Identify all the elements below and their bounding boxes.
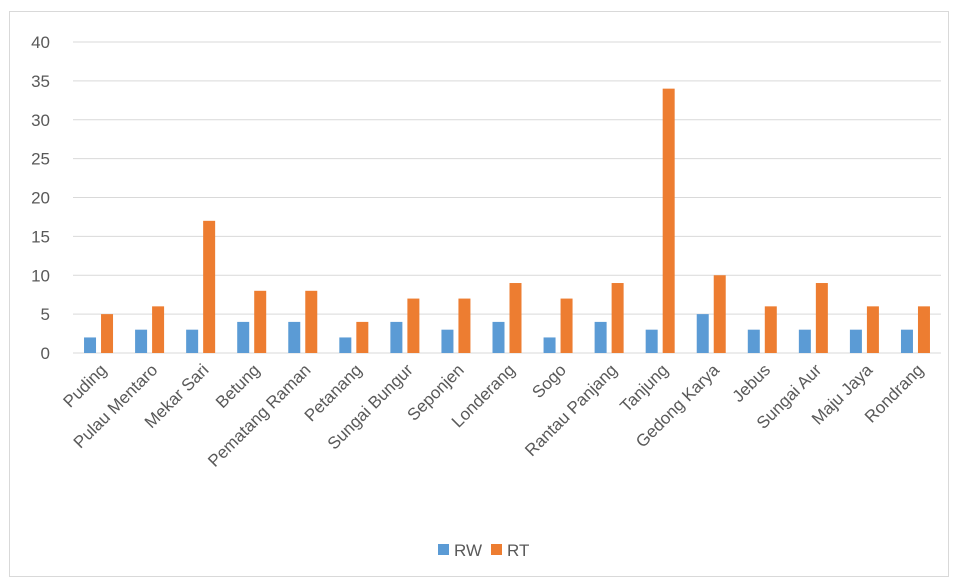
bar-rw-16	[900, 329, 913, 353]
bar-rw-13	[747, 329, 760, 353]
legend-label-rt: RT	[507, 541, 529, 560]
legend-swatch-rw	[438, 544, 449, 555]
bar-rt-16	[917, 306, 930, 353]
y-tick-label: 25	[31, 150, 50, 169]
y-tick-label: 0	[41, 344, 50, 363]
x-category-label: Rantau Panjang	[521, 360, 621, 460]
bar-rt-14	[815, 283, 828, 353]
bar-rw-0	[84, 337, 97, 353]
x-category-label: Sogo	[528, 360, 570, 402]
legend-swatch-rt	[491, 544, 502, 555]
bar-rw-6	[390, 321, 403, 353]
gridlines	[73, 41, 941, 354]
x-category-label: Puding	[59, 360, 110, 411]
bar-rt-15	[866, 306, 879, 353]
bar-rt-5	[356, 321, 369, 353]
bar-rw-9	[543, 337, 556, 353]
y-tick-label: 10	[31, 266, 50, 285]
bar-rw-10	[594, 321, 607, 353]
legend-label-rw: RW	[454, 541, 482, 560]
bar-rt-4	[305, 290, 318, 353]
bar-rw-7	[441, 329, 454, 353]
y-tick-label: 35	[31, 72, 50, 91]
bar-rw-4	[288, 321, 301, 353]
bar-rt-10	[611, 283, 624, 353]
bar-rw-1	[135, 329, 148, 353]
bar-rt-3	[254, 290, 267, 353]
y-tick-label: 20	[31, 189, 50, 208]
bar-rt-7	[458, 298, 471, 353]
bar-rw-2	[186, 329, 199, 353]
bar-rw-5	[339, 337, 352, 353]
bar-rt-1	[152, 306, 165, 353]
y-tick-label: 15	[31, 227, 50, 246]
bar-rt-11	[662, 88, 675, 354]
bar-rw-8	[492, 321, 505, 353]
bar-rw-15	[849, 329, 862, 353]
bar-rw-12	[696, 314, 709, 353]
y-axis-tick-labels: 0 5 10 15 20 25 30 35 40	[31, 33, 50, 363]
y-tick-label: 30	[31, 111, 50, 130]
legend: RW RT	[438, 541, 529, 560]
x-category-label: Betung	[212, 360, 264, 412]
chart-area	[9, 11, 949, 577]
bars	[84, 88, 930, 354]
bar-rt-12	[713, 275, 726, 353]
bar-rt-8	[509, 283, 522, 353]
x-category-label: Jebus	[729, 360, 775, 406]
bar-rt-0	[101, 314, 114, 353]
y-tick-label: 5	[41, 305, 50, 324]
bar-rw-11	[645, 329, 658, 353]
bar-rt-9	[560, 298, 573, 353]
bar-rt-2	[203, 220, 216, 353]
bar-rw-14	[798, 329, 811, 353]
bar-rt-13	[764, 306, 777, 353]
y-tick-label: 40	[31, 33, 50, 52]
bar-rw-3	[237, 321, 250, 353]
bar-rt-6	[407, 298, 420, 353]
